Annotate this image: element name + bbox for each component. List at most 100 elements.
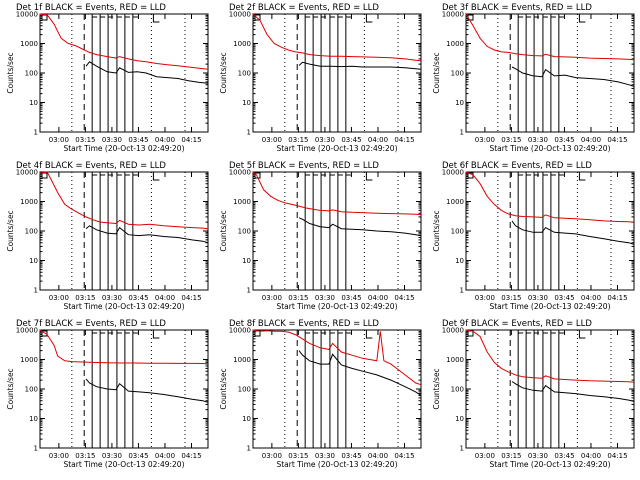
x-tick-label: 03:00 [475,136,495,144]
lld-series-line [39,171,209,230]
lld-series-line [465,12,635,61]
events-series-line [85,225,209,244]
x-axis-label: Start Time (20-Oct-13 02:49:20) [276,302,397,311]
lld-series-line [252,329,422,386]
x-tick-label: 03:00 [262,452,282,460]
lld-series-line [252,12,422,62]
x-tick-label: 03:15 [501,136,521,144]
y-tick-label: 1000 [446,356,464,364]
y-tick-label: 10000 [16,327,38,335]
panel-8: Det 8f BLACK = Events, RED = LLD 1 10 100 10… [219,319,422,469]
panel-9: Det 9f BLACK = Events, RED = LLD 1 10 100 10… [432,319,635,469]
x-tick-label: 04:00 [581,452,601,460]
y-tick-label: 1000 [233,356,251,364]
panel-title: Det 5f BLACK = Events, RED = LLD [229,161,379,171]
events-series-line [511,381,635,402]
end-flag [152,330,160,339]
plot-frame [252,13,422,133]
plot-frame [39,329,209,449]
y-tick-label: 10 [455,99,464,107]
y-axis-label: Counts/sec [432,210,441,251]
x-tick-label: 04:15 [607,136,627,144]
x-tick-label: 03:15 [288,136,308,144]
events-series-line [85,378,209,403]
x-tick-label: 03:45 [341,136,361,144]
x-tick-label: 03:00 [49,452,69,460]
x-tick-label: 04:15 [607,452,627,460]
x-tick-label: 03:15 [501,294,521,302]
end-flag [365,14,373,23]
panel-4: Det 4f BLACK = Events, RED = LLD 1 10 100 10… [6,161,209,311]
y-tick-label: 1000 [20,40,38,48]
lld-series-line [252,170,422,216]
start-flag [41,14,48,21]
events-series-line [298,61,422,70]
y-tick-label: 1 [247,287,251,295]
y-tick-label: 100 [25,386,38,394]
x-tick-label: 04:15 [181,136,201,144]
x-tick-label: 04:00 [155,452,175,460]
y-tick-label: 1000 [446,198,464,206]
x-tick-label: 03:45 [128,136,148,144]
y-axis-label: Counts/sec [432,368,441,409]
lld-series-line [39,329,209,365]
x-tick-label: 03:15 [75,452,95,460]
events-series-line [298,350,422,396]
y-tick-label: 1000 [233,40,251,48]
x-axis-label: Start Time (20-Oct-13 02:49:20) [63,302,184,311]
events-series-line [511,66,635,87]
x-axis-label: Start Time (20-Oct-13 02:49:20) [63,144,184,153]
x-tick-label: 03:00 [475,294,495,302]
x-tick-label: 04:00 [155,136,175,144]
y-tick-label: 10 [29,415,38,423]
plot-frame [465,171,635,291]
x-tick-label: 03:45 [554,452,574,460]
y-tick-label: 100 [451,70,464,78]
x-axis-label: Start Time (20-Oct-13 02:49:20) [489,302,610,311]
y-tick-label: 1 [247,129,251,137]
y-tick-label: 100 [451,228,464,236]
y-tick-label: 1 [34,129,38,137]
x-tick-label: 04:00 [368,136,388,144]
y-tick-label: 10 [455,415,464,423]
panel-title: Det 8f BLACK = Events, RED = LLD [229,319,379,329]
y-tick-label: 1 [460,287,464,295]
end-flag [152,14,160,23]
x-tick-label: 03:45 [128,294,148,302]
y-axis-label: Counts/sec [432,52,441,93]
lld-series-line [39,13,209,70]
x-tick-label: 03:30 [102,294,122,302]
x-tick-label: 04:00 [368,452,388,460]
end-flag [578,172,586,181]
y-tick-label: 1 [460,129,464,137]
x-tick-label: 03:30 [315,452,335,460]
plot-frame [252,171,422,291]
y-axis-label: Counts/sec [6,210,15,251]
x-tick-label: 03:00 [49,294,69,302]
y-tick-label: 10000 [16,169,38,177]
panel-7: Det 7f BLACK = Events, RED = LLD 1 10 100 10… [6,319,209,469]
x-tick-label: 03:45 [341,452,361,460]
y-tick-label: 10 [242,99,251,107]
y-tick-label: 10 [242,257,251,265]
y-tick-label: 1 [247,445,251,453]
start-flag [41,330,48,337]
y-tick-label: 10 [455,257,464,265]
y-tick-label: 100 [238,386,251,394]
events-series-line [298,217,422,237]
y-tick-label: 1000 [446,40,464,48]
y-tick-label: 1000 [20,356,38,364]
start-flag [467,330,474,337]
x-tick-label: 03:00 [262,294,282,302]
x-tick-label: 03:15 [288,294,308,302]
y-tick-label: 100 [238,228,251,236]
events-series-line [511,220,635,245]
panel-3: Det 3f BLACK = Events, RED = LLD 1 10 100 10… [432,3,635,153]
start-flag [41,172,48,179]
x-axis-label: Start Time (20-Oct-13 02:49:20) [63,460,184,469]
y-tick-label: 10 [29,99,38,107]
y-tick-label: 1 [460,445,464,453]
x-tick-label: 04:15 [394,452,414,460]
x-tick-label: 03:30 [102,452,122,460]
y-tick-label: 1000 [233,198,251,206]
